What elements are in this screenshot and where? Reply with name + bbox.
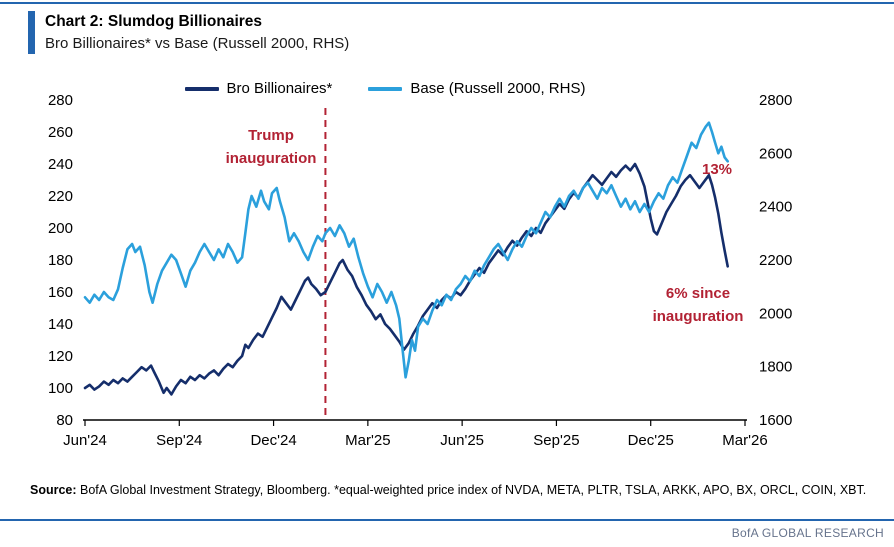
svg-text:Sep'25: Sep'25	[533, 432, 579, 449]
bro-change-annotation: 6% since inauguration	[634, 282, 762, 329]
source-note: Source: BofA Global Investment Strategy,…	[30, 482, 878, 500]
trump-inauguration-annotation-line2: inauguration	[225, 150, 317, 168]
bro-change-annotation-line2: inauguration	[652, 308, 744, 326]
svg-text:Dec'25: Dec'25	[628, 432, 674, 449]
bro-change-annotation-line1: 6% since	[665, 285, 731, 302]
base-russell-line-swatch	[368, 86, 403, 91]
source-label: Source:	[30, 483, 77, 497]
svg-text:1600: 1600	[759, 412, 792, 429]
svg-text:180: 180	[48, 252, 73, 269]
bottom-rule	[0, 519, 894, 521]
base-change-annotation: 13%	[702, 161, 733, 178]
trump-inauguration-annotation-line1: Trump	[248, 127, 294, 144]
svg-text:80: 80	[56, 412, 73, 429]
svg-text:Sep'24: Sep'24	[156, 432, 202, 449]
chart-subtitle: Bro Billionaires* vs Base (Russell 2000,…	[45, 34, 350, 52]
chart-area: Bro Billionaires* Base (Russell 2000, RH…	[0, 72, 894, 452]
svg-text:1800: 1800	[759, 359, 792, 376]
legend-item-base-russell: Base (Russell 2000, RHS)	[368, 80, 585, 97]
svg-text:2800: 2800	[759, 92, 792, 109]
legend-item-bro-billionaires: Bro Billionaires*	[184, 80, 333, 97]
chart-title: Chart 2: Slumdog Billionaires	[45, 13, 263, 30]
header-text: Chart 2: Slumdog Billionaires Bro Billio…	[45, 11, 349, 54]
svg-text:100: 100	[48, 380, 73, 397]
source-text: BofA Global Investment Strategy, Bloombe…	[76, 483, 867, 497]
chart-canvas: 80 100 120 140 160 180 200 220 240 260 280 1600 1800…	[48, 92, 792, 449]
svg-text:Mar'25: Mar'25	[345, 432, 390, 449]
legend-label-base-russell: Base (Russell 2000, RHS)	[410, 80, 586, 97]
legend-label-bro-billionaires: Bro Billionaires*	[226, 80, 333, 97]
top-rule	[0, 2, 894, 4]
trump-inauguration-annotation: Trump inauguration	[212, 124, 330, 171]
svg-text:160: 160	[48, 284, 73, 301]
svg-text:Dec'24: Dec'24	[250, 432, 296, 449]
header-accent-bar	[28, 11, 35, 54]
bro-billionaires-line-swatch	[184, 86, 219, 91]
svg-text:120: 120	[48, 348, 73, 365]
svg-text:260: 260	[48, 124, 73, 141]
svg-text:Jun'25: Jun'25	[440, 432, 484, 449]
svg-text:2000: 2000	[759, 305, 792, 322]
chart-header: Chart 2: Slumdog Billionaires Bro Billio…	[28, 11, 349, 54]
bofa-global-research-brand: BofA GLOBAL RESEARCH	[731, 526, 884, 540]
svg-text:2600: 2600	[759, 145, 792, 162]
svg-text:2200: 2200	[759, 252, 792, 269]
svg-text:Mar'26: Mar'26	[722, 432, 767, 449]
svg-text:280: 280	[48, 92, 73, 109]
svg-text:140: 140	[48, 316, 73, 333]
svg-text:2400: 2400	[759, 199, 792, 216]
svg-text:200: 200	[48, 220, 73, 237]
svg-text:240: 240	[48, 156, 73, 173]
chart-legend: Bro Billionaires* Base (Russell 2000, RH…	[0, 80, 770, 97]
svg-text:Jun'24: Jun'24	[63, 432, 107, 449]
svg-text:220: 220	[48, 188, 73, 205]
